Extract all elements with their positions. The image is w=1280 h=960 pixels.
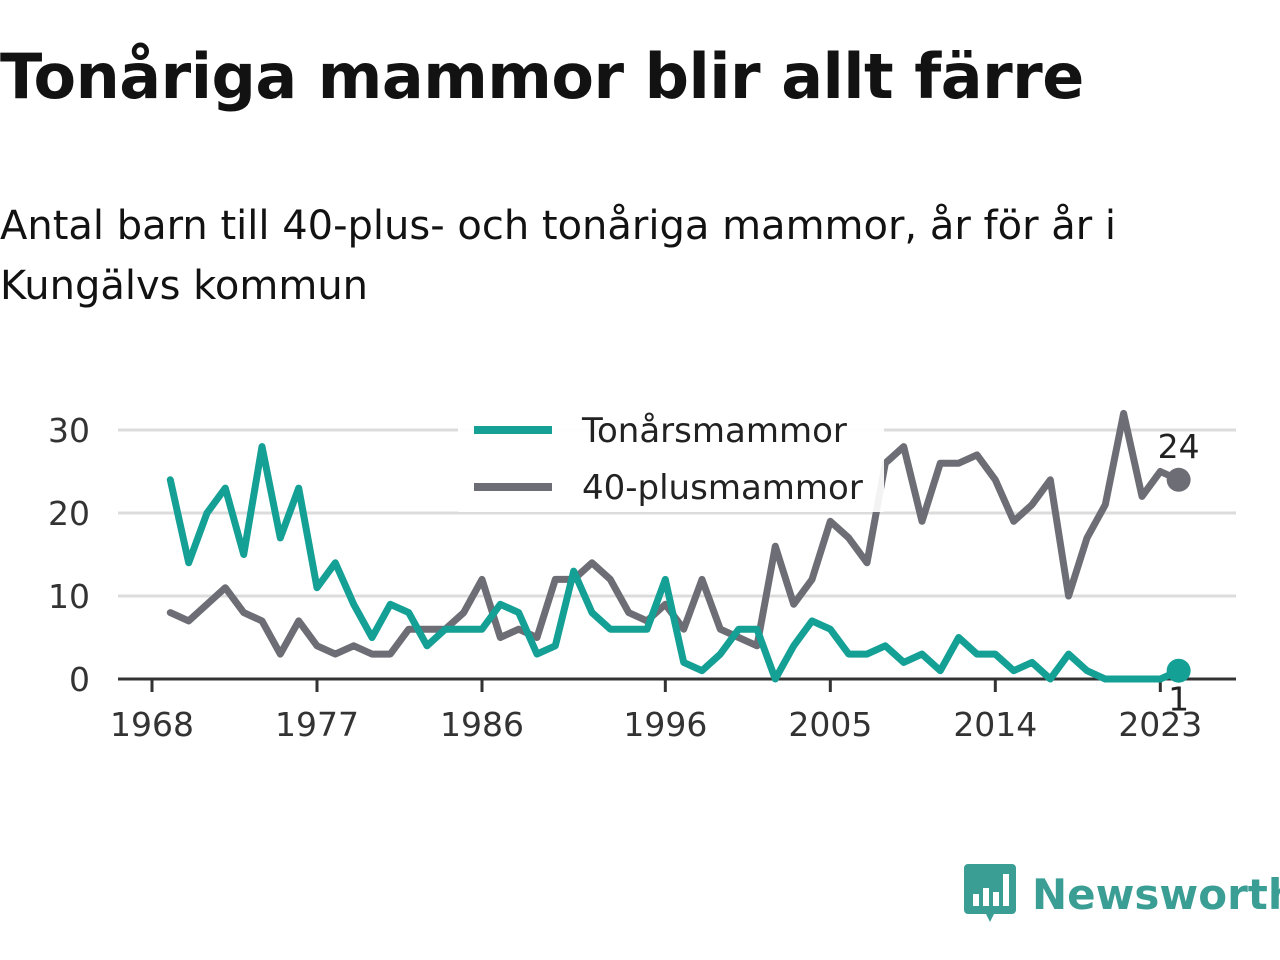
legend-background [458, 400, 884, 512]
y-tick-label: 10 [48, 577, 90, 616]
x-axis: 1968 1977 1986 1996 2005 2014 2023 [110, 677, 1236, 744]
end-label-1: 24 [1158, 427, 1200, 466]
series-line-0 [166, 443, 1183, 683]
y-tick-label: 20 [48, 494, 90, 533]
x-tick-label: 1977 [275, 705, 359, 744]
x-tick-label: 2005 [788, 705, 872, 744]
x-tick-label: 1968 [110, 705, 194, 744]
chart-title: Tonåriga mammor blir allt färre [0, 40, 1084, 113]
series-end-point-1 [1166, 467, 1191, 492]
x-tick-label: 1996 [623, 705, 707, 744]
legend-label-0: Tonårsmammor [581, 411, 847, 451]
series-lines [166, 409, 1191, 683]
x-tick-label: 2023 [1118, 705, 1202, 744]
x-tick-label: 2014 [953, 705, 1037, 744]
legend: Tonårsmammor 40-plusmammor [458, 400, 884, 512]
x-tick-label: 1986 [440, 705, 524, 744]
newsworthy-logo: Newsworthy [964, 864, 1280, 924]
bar-chart-speech-bubble-icon [964, 864, 1016, 922]
y-tick-label: 30 [48, 411, 90, 450]
legend-label-1: 40-plusmammor [582, 468, 863, 508]
end-label-0: 1 [1168, 680, 1189, 719]
brand-name: Newsworthy [1032, 869, 1280, 919]
y-axis-ticks: 0 10 20 30 [48, 411, 90, 699]
series-end-point-0 [1166, 658, 1191, 683]
end-labels: 1 24 [1158, 427, 1200, 719]
y-tick-label: 0 [69, 660, 90, 699]
chart-subtitle: Antal barn till 40-plus- och tonåriga ma… [0, 203, 1117, 309]
